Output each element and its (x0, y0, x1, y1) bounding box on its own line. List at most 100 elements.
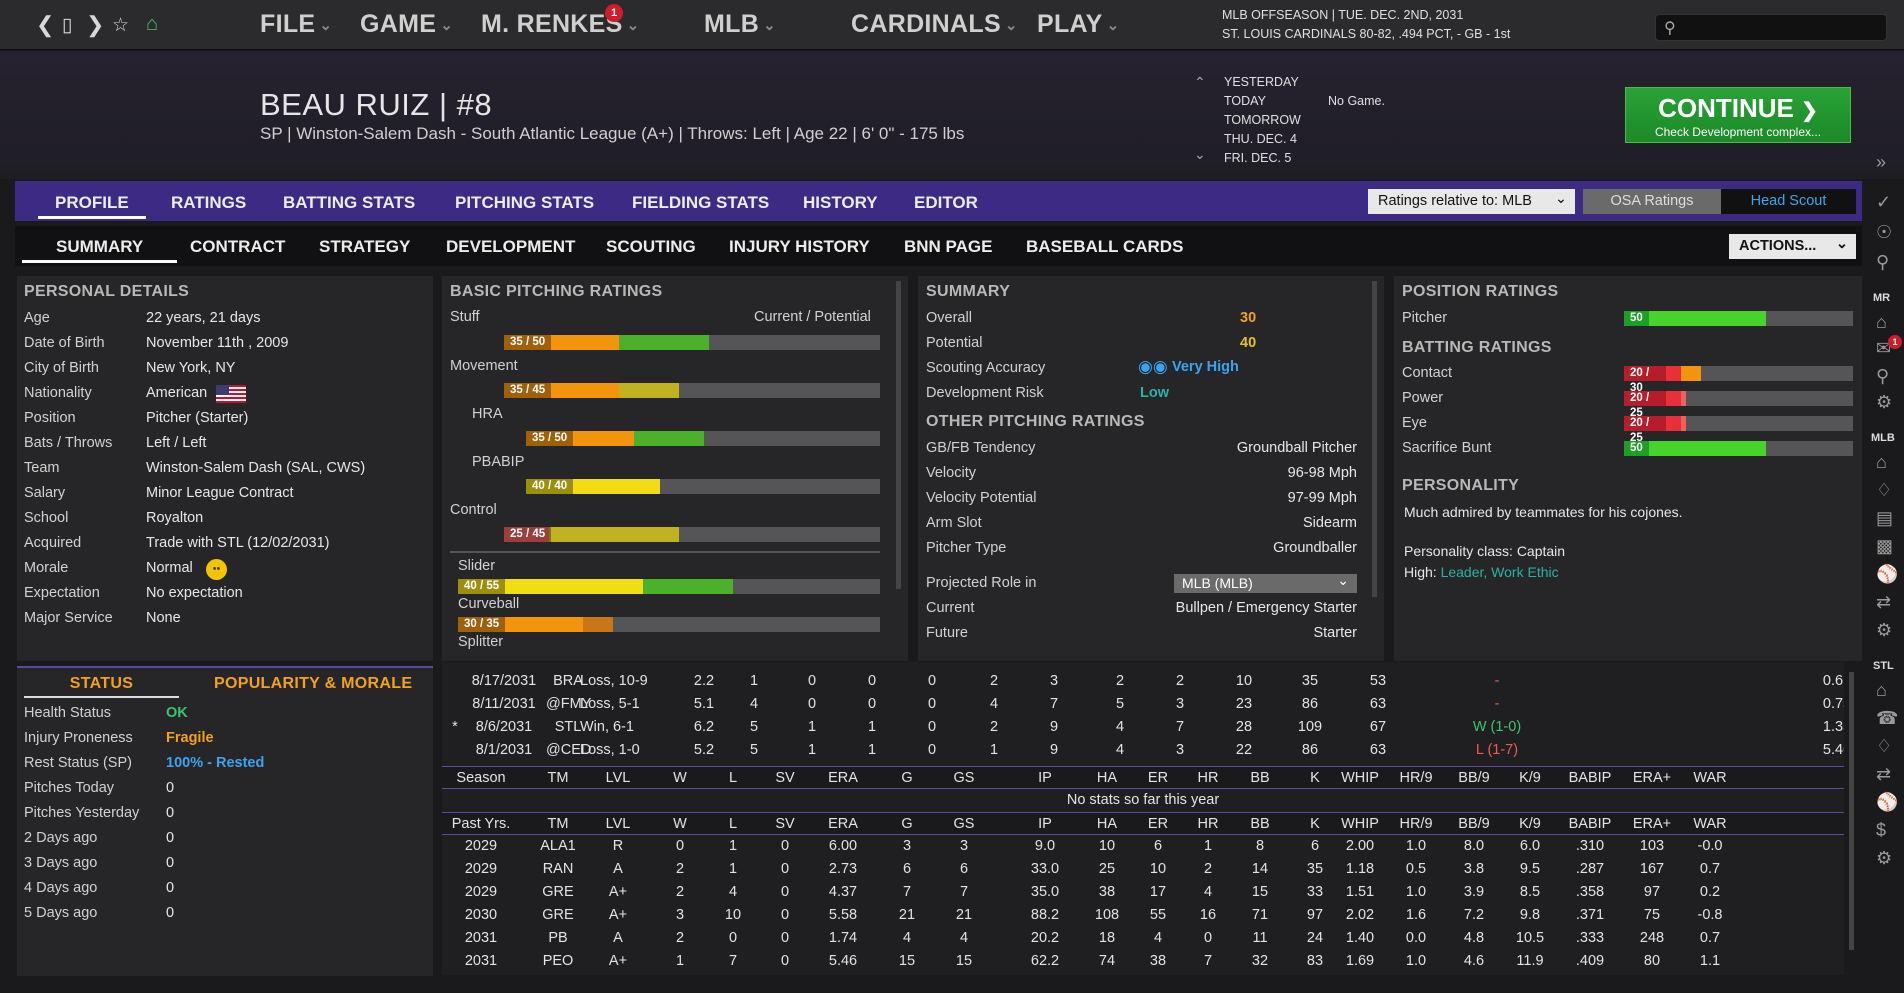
schedule-down-icon[interactable]: ⌄ (1194, 146, 1206, 162)
search-input[interactable]: ⚲ (1655, 14, 1887, 41)
schedule-up-icon[interactable]: ⌃ (1194, 74, 1206, 90)
back-icon[interactable]: ❮ (36, 12, 55, 37)
menu-file[interactable]: FILE ⌄ (260, 10, 333, 38)
trade-icon[interactable]: ⇄ (1876, 764, 1892, 784)
star-icon[interactable]: ☆ (112, 15, 130, 36)
batting-rating-bar: 20 / 25 (1624, 416, 1853, 444)
summary-scrollbar[interactable] (1372, 281, 1377, 597)
dollar-icon[interactable]: $ (1876, 820, 1887, 840)
status-label: Health Status (24, 705, 112, 721)
tab-history[interactable]: HISTORY (803, 193, 878, 212)
batting-rating-label: Sacrifice Bunt (1402, 440, 1492, 456)
roster-icon[interactable]: ☎ (1876, 708, 1899, 728)
player-info: SP | Winston-Salem Dash - South Atlantic… (260, 124, 965, 143)
menu-cardinals[interactable]: CARDINALS ⌄ (851, 10, 1018, 38)
other-pitching-label: GB/FB Tendency (926, 440, 1036, 456)
past-year-row[interactable]: 2029 GRE A+ 2 4 0 4.37 7 7 35.0 38 17 4 15 33 1.51 1.0 3.… (464, 884, 1721, 900)
actions-select[interactable]: ACTIONS... ⌄ (1729, 234, 1856, 259)
game-row[interactable]: 8/11/2031 @FMY Loss, 5-1 5.1 4 0 0 0 4 7 5 3 23 86 63-… (472, 696, 1844, 712)
subtab-baseball-cards[interactable]: BASEBALL CARDS (1026, 237, 1184, 256)
pitch-rating-bar: 25 / 45 (504, 527, 880, 542)
baseball-icon[interactable]: ⚾ (1876, 564, 1899, 584)
location-icon[interactable]: ⚲ (1876, 252, 1890, 272)
game-row[interactable]: 8/1/2031 @CED Loss, 1-0 5.2 5 1 1 0 1 9 4 3 22 86 63 L … (475, 742, 1844, 758)
menu-mlb[interactable]: MLB ⌄ (704, 10, 776, 38)
subtab-summary[interactable]: SUMMARY (22, 237, 178, 263)
other-pitching-value: Groundball Pitcher (1236, 440, 1357, 456)
gear-icon[interactable]: ⚙ (1876, 620, 1893, 640)
expand-icon[interactable]: » (1876, 152, 1887, 172)
game-row[interactable]: 8/17/2031 BRA Loss, 10-9 2.2 1 0 0 0 2 3 2 2 10 35 53-… (471, 673, 1844, 689)
status-label: 3 Days ago (24, 855, 98, 871)
subtab-injury-history[interactable]: INJURY HISTORY (729, 237, 870, 256)
past-year-row[interactable]: 2029 ALA1 R 0 1 0 6.00 3 3 9.0 10 6 1 8 6 2.00 1.0 8.0 6.0… (464, 838, 1723, 854)
batting-rating-bar: 20 / 25 (1624, 391, 1853, 419)
scouting-accuracy-value: Very High (1172, 359, 1239, 375)
development-risk-value: Low (1140, 385, 1169, 401)
shield-icon[interactable]: ♢ (1876, 480, 1893, 500)
projected-role-select[interactable]: MLB (MLB) ⌄ (1174, 572, 1357, 593)
subtab-development[interactable]: DEVELOPMENT (446, 237, 576, 256)
personality-high: High: Leader, Work Ethic (1404, 564, 1559, 580)
transfer-icon[interactable]: ⇄ (1876, 592, 1892, 612)
pitcher-position-label: Pitcher (1402, 310, 1448, 326)
mlb-home-icon[interactable]: ⌂ (1876, 452, 1887, 472)
subtab-bnn-page[interactable]: BNN PAGE (904, 237, 993, 256)
team-baseball-icon[interactable]: ⚾ (1876, 792, 1899, 812)
search-side-icon[interactable]: ⚲ (1876, 366, 1890, 386)
pitch-rating-label: HRA (472, 406, 503, 422)
past-year-row[interactable]: 2031 PB A 2 0 0 1.74 4 4 20.2 18 4 0 11 24 1.40 0.0 4.8 10… (464, 930, 1721, 946)
today-game: No Game. (1328, 94, 1385, 108)
forward-icon[interactable]: ❯ (86, 12, 105, 37)
us-flag-icon (216, 385, 246, 403)
tab-editor[interactable]: EDITOR (914, 193, 978, 212)
menu-manager[interactable]: M. RENKES ⌄ (481, 10, 640, 38)
ratings-relative-select[interactable]: Ratings relative to: MLB ⌄ (1368, 189, 1575, 214)
status-value: 0 (166, 805, 175, 821)
tab-profile[interactable]: PROFILE (38, 193, 146, 219)
tab-ratings[interactable]: RATINGS (171, 193, 247, 212)
window-icon[interactable]: ▯ (62, 15, 73, 36)
subtab-scouting[interactable]: SCOUTING (606, 237, 696, 256)
tab-batting-stats[interactable]: BATTING STATS (283, 193, 416, 212)
head-scout-button[interactable]: Head Scout (1721, 189, 1856, 214)
personal-value: Minor League Contract (146, 485, 294, 501)
chart-icon[interactable]: ▩ (1876, 536, 1894, 556)
past-year-row[interactable]: 2029 RAN A 2 1 0 2.73 6 6 33.0 25 10 2 14 35 1.18 0.5 3.8… (464, 861, 1721, 877)
personal-label: Team (24, 460, 60, 476)
globe-icon[interactable]: ☉ (1876, 222, 1893, 242)
team-home-icon[interactable]: ⌂ (1876, 680, 1887, 700)
pitching-scrollbar[interactable] (896, 281, 901, 589)
search-icon: ⚲ (1664, 20, 1676, 37)
side-label-mr: MR (1873, 292, 1891, 304)
tab-fielding-stats[interactable]: FIELDING STATS (632, 193, 770, 212)
schedule-thu: THU. DEC. 4 (1224, 132, 1297, 146)
osa-ratings-button[interactable]: OSA Ratings (1583, 189, 1721, 214)
popularity-morale-tab[interactable]: POPULARITY & MORALE (214, 675, 413, 692)
mail-icon[interactable]: ✉ (1876, 338, 1892, 358)
status-tab[interactable]: STATUS (24, 675, 179, 698)
settings-side-icon[interactable]: ⚙ (1876, 392, 1893, 412)
news-icon[interactable]: ▤ (1876, 508, 1894, 528)
home-side-icon[interactable]: ⌂ (1876, 312, 1887, 332)
subtab-strategy[interactable]: STRATEGY (319, 237, 411, 256)
check-icon[interactable]: ✓ (1876, 192, 1892, 212)
personal-value: 22 years, 21 days (146, 310, 261, 326)
home-icon[interactable]: ⌂ (146, 13, 159, 35)
stats-scrollbar[interactable] (1849, 672, 1854, 950)
status-value: Fragile (166, 730, 214, 746)
tab-pitching-stats[interactable]: PITCHING STATS (455, 193, 595, 212)
summary-title: SUMMARY (926, 283, 1011, 300)
subtab-contract[interactable]: CONTRACT (190, 237, 286, 256)
menu-play[interactable]: PLAY ⌄ (1037, 10, 1120, 38)
past-year-row[interactable]: 2031 PEO A+ 1 7 0 5.46 15 15 62.2 74 38 7 32 83 1.69 1.0… (464, 953, 1721, 969)
status-value: OK (166, 705, 188, 721)
past-year-row[interactable]: 2030 GRE A+ 3 10 0 5.58 21 21 88.2 108 55 16 71 97 2.02… (464, 907, 1723, 923)
pitch-rating-label: PBABIP (472, 454, 525, 470)
personal-value: None (146, 610, 181, 626)
game-row[interactable]: * 8/6/2031 STL Win, 6-1 6.2 5 1 1 0 2 9 4 7 28 109 67 W … (452, 719, 1844, 735)
team-shield-icon[interactable]: ♢ (1876, 736, 1893, 756)
continue-button[interactable]: CONTINUE ❯ Check Development complex... (1625, 87, 1851, 143)
team-gear-icon[interactable]: ⚙ (1876, 848, 1893, 868)
menu-game[interactable]: GAME ⌄ (360, 10, 454, 38)
